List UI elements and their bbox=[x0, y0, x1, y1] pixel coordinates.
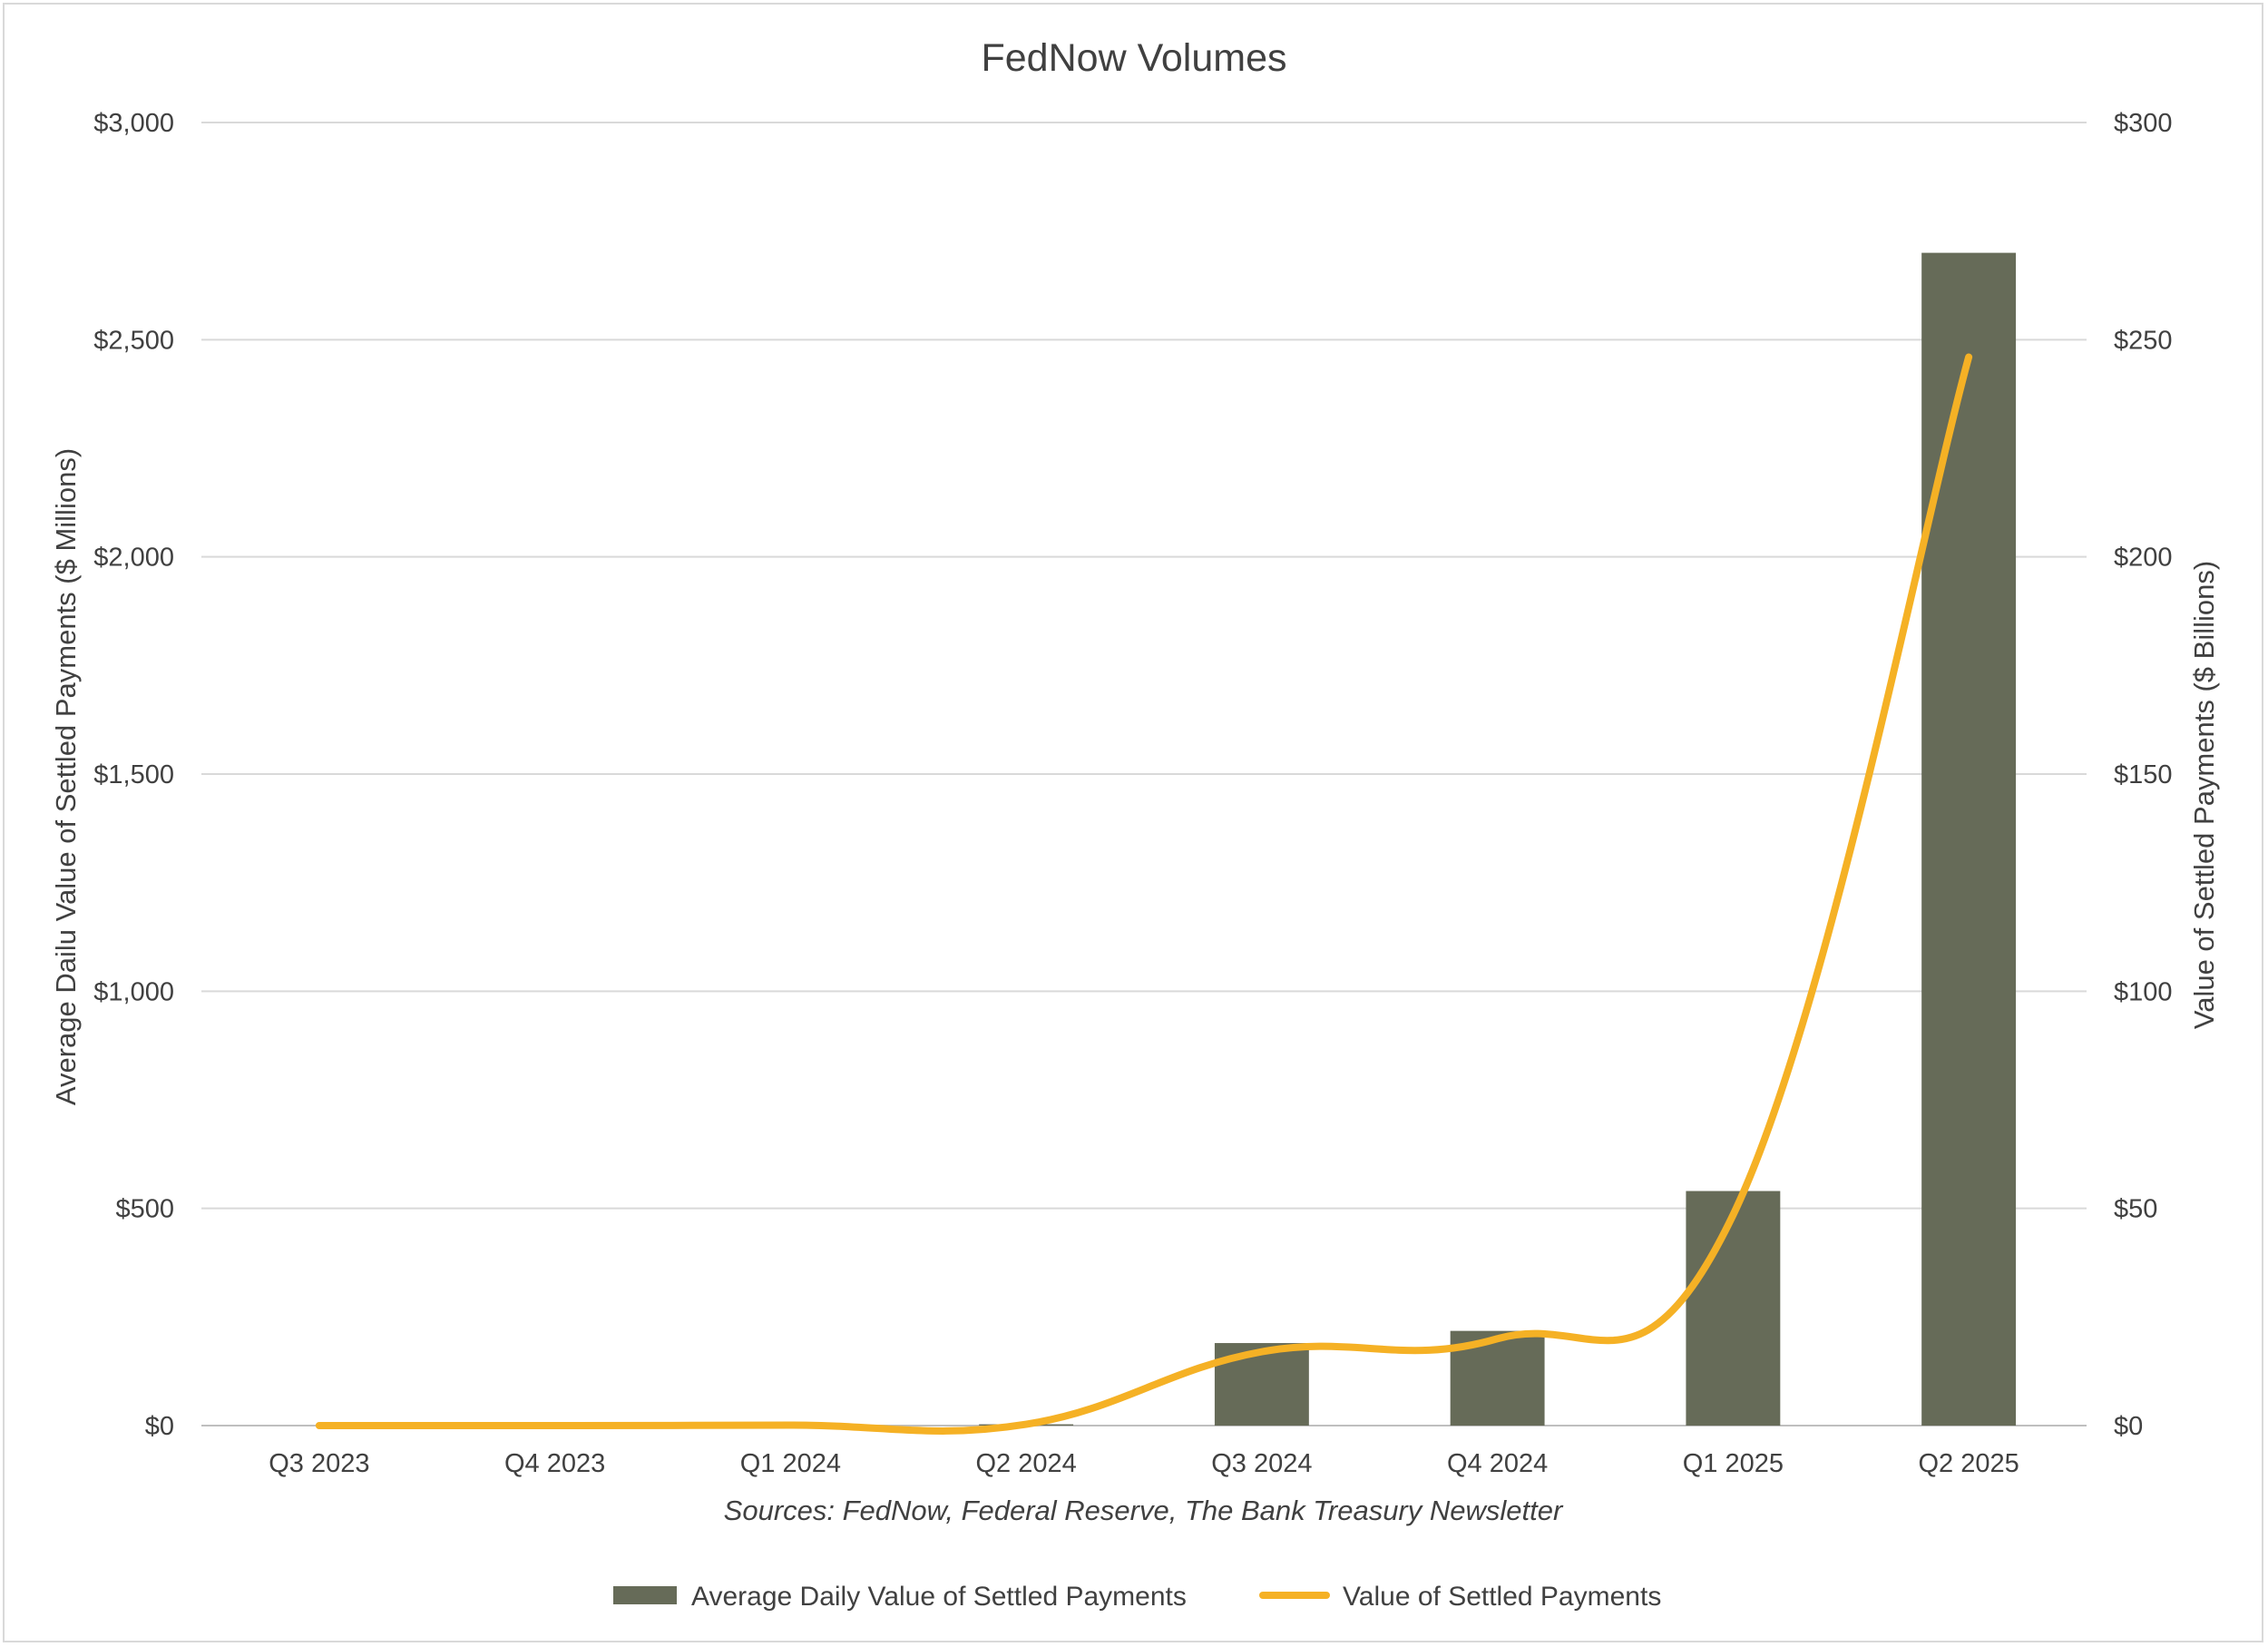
legend-label-bars: Average Daily Value of Settled Payments bbox=[691, 1582, 1187, 1612]
right-tick-label: $0 bbox=[2114, 1412, 2143, 1441]
x-tick-label: Q3 2024 bbox=[1211, 1449, 1312, 1478]
left-tick-label: $2,500 bbox=[93, 326, 174, 355]
bar bbox=[1921, 252, 2017, 1426]
gridlines bbox=[201, 122, 2087, 1426]
right-tick-label: $200 bbox=[2114, 544, 2173, 573]
x-tick-label: Q3 2023 bbox=[269, 1449, 369, 1478]
left-tick-label: $3,000 bbox=[93, 109, 174, 138]
x-tick-label: Q4 2023 bbox=[504, 1449, 605, 1478]
x-tick-label: Q1 2024 bbox=[740, 1449, 841, 1478]
x-tick-label: Q2 2024 bbox=[975, 1449, 1076, 1478]
chart-frame bbox=[3, 3, 2263, 1642]
right-tick-label: $150 bbox=[2114, 760, 2173, 789]
x-tick-label: Q1 2025 bbox=[1683, 1449, 1784, 1478]
x-axis-ticks: Q3 2023 Q4 2023 Q1 2024 Q2 2024 Q3 2024 Q4 20… bbox=[269, 1449, 2019, 1478]
x-tick-label: Q2 2025 bbox=[1918, 1449, 2019, 1478]
left-tick-label: $1,500 bbox=[93, 760, 174, 789]
right-tick-label: $100 bbox=[2114, 977, 2173, 1006]
source-note: Sources: FedNow, Federal Reserve, The Ba… bbox=[724, 1495, 1564, 1526]
right-axis-ticks: $0 $50 $100 $150 $200 $250 $300 bbox=[2114, 109, 2173, 1441]
left-tick-label: $0 bbox=[145, 1412, 174, 1441]
left-tick-label: $1,000 bbox=[93, 977, 174, 1006]
chart-title: FedNow Volumes bbox=[982, 36, 1287, 80]
left-tick-label: $2,000 bbox=[93, 544, 174, 573]
legend: Average Daily Value of Settled Payments … bbox=[613, 1582, 1661, 1612]
series-line bbox=[315, 353, 1973, 1435]
bar-series bbox=[743, 252, 2017, 1426]
line-series bbox=[315, 353, 1973, 1435]
right-tick-label: $50 bbox=[2114, 1195, 2157, 1224]
right-tick-label: $250 bbox=[2114, 326, 2173, 355]
legend-label-line: Value of Settled Payments bbox=[1343, 1582, 1661, 1612]
left-axis-title: Average Dailu Value of Settled Payments … bbox=[50, 448, 82, 1105]
left-axis-ticks: $0 $500 $1,000 $1,500 $2,000 $2,500 $3,000 bbox=[93, 109, 174, 1441]
bar bbox=[1686, 1191, 1781, 1426]
left-tick-label: $500 bbox=[115, 1195, 174, 1224]
x-tick-label: Q4 2024 bbox=[1447, 1449, 1548, 1478]
right-tick-label: $300 bbox=[2114, 109, 2173, 138]
legend-swatch-bars bbox=[613, 1586, 677, 1604]
right-axis-title: Value of Settled Payments ($ Billions) bbox=[2188, 561, 2220, 1029]
